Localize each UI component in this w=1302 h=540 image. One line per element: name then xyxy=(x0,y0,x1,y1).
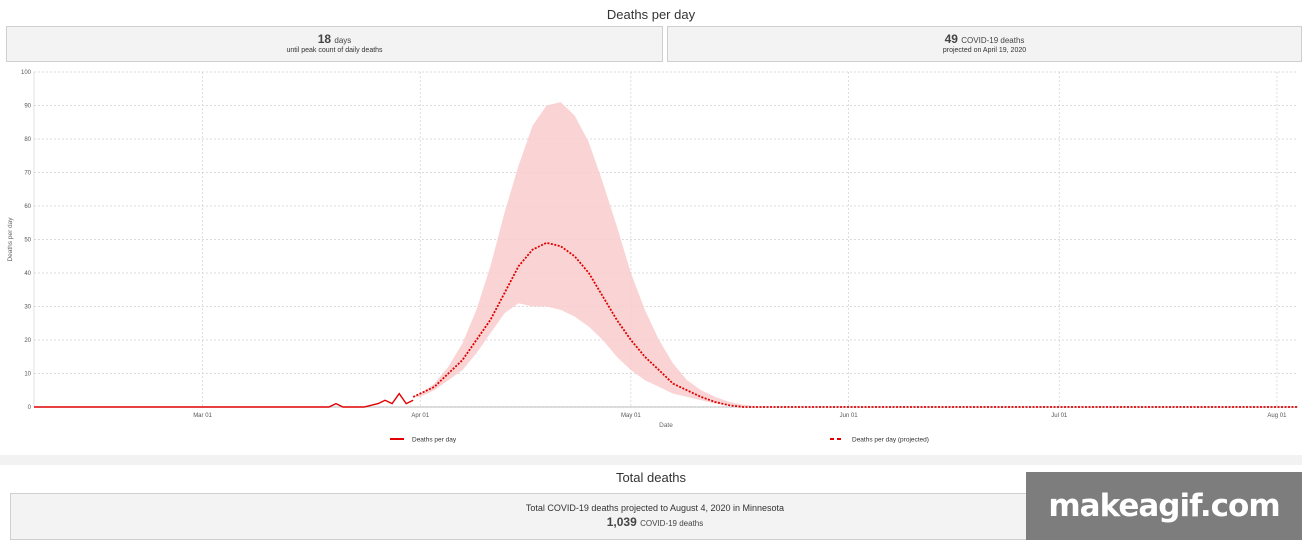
peak-deaths-value: 49 xyxy=(944,32,958,46)
x-axis-title: Date xyxy=(659,422,673,429)
watermark-logo: makeagif.com xyxy=(1026,472,1302,540)
total-deaths-value: 1,039 xyxy=(606,515,637,529)
x-tick-label: May 01 xyxy=(621,413,641,419)
y-tick-label: 80 xyxy=(24,137,31,143)
y-tick-label: 0 xyxy=(28,405,32,411)
y-tick-label: 50 xyxy=(24,238,31,244)
x-tick-label: Apr 01 xyxy=(411,413,429,419)
deaths-per-day-chart: 0 10 20 30 40 50 60 70 80 90 100 Mar 01 Apr 01 May 01… xyxy=(7,70,1298,444)
uncertainty-band xyxy=(413,102,765,407)
y-tick-label: 30 xyxy=(24,305,31,311)
peak-days-caption: until peak count of daily deaths xyxy=(286,47,383,54)
x-tick-label: Jun 01 xyxy=(840,413,859,419)
x-tick-label: Mar 01 xyxy=(193,413,212,419)
peak-deaths-stat: 49 COVID-19 deaths projected on April 19… xyxy=(667,26,1302,62)
x-tick-label: Jul 01 xyxy=(1051,413,1068,419)
y-tick-label: 40 xyxy=(24,271,31,277)
legend-label: Deaths per day (projected) xyxy=(852,437,929,444)
y-tick-label: 70 xyxy=(24,171,31,177)
peak-days-value: 18 xyxy=(317,32,332,46)
total-deaths-description: Total COVID-19 deaths projected to Augus… xyxy=(525,503,785,513)
total-deaths-title: Total deaths xyxy=(615,470,687,485)
legend-label: Deaths per day xyxy=(412,437,457,444)
total-deaths-unit: COVID-19 deaths xyxy=(640,519,704,528)
peak-days-stat: 18 days until peak count of daily deaths xyxy=(6,26,663,62)
section-divider xyxy=(0,455,1302,465)
y-tick-label: 90 xyxy=(24,104,31,110)
peak-days-unit: days xyxy=(334,36,352,45)
y-tick-label: 10 xyxy=(24,372,31,378)
peak-deaths-unit: COVID-19 deaths xyxy=(961,36,1025,45)
y-tick-label: 100 xyxy=(21,70,32,76)
deaths-line xyxy=(34,392,414,408)
x-tick-label: Aug 01 xyxy=(1267,413,1287,419)
chart-title: Deaths per day xyxy=(606,7,696,22)
y-tick-label: 60 xyxy=(24,204,31,210)
y-tick-label: 20 xyxy=(24,338,31,344)
peak-deaths-caption: projected on April 19, 2020 xyxy=(942,47,1027,54)
projected-deaths-line xyxy=(412,241,1298,408)
y-axis-title: Deaths per day xyxy=(7,217,14,262)
